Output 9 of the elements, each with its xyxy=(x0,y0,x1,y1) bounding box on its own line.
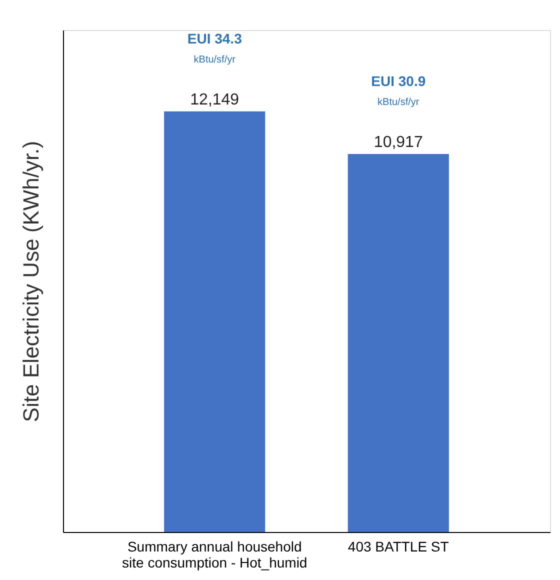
y-axis-title: Site Electricity Use (KWh/yr.) xyxy=(18,140,44,422)
x-tick-label: 403 BATTLE ST xyxy=(348,538,450,554)
data-label: 12,149 xyxy=(190,91,240,108)
data-label: 10,917 xyxy=(374,134,423,152)
annotation: kBtu/sf/yr xyxy=(194,54,236,66)
annotation: EUI 30.9 xyxy=(371,73,426,90)
annotation: kBtu/sf/yr xyxy=(378,97,420,108)
annotation: EUI 34.3 xyxy=(187,30,242,46)
x-tick-label: Summary annual household site consumption - Hot_humid xyxy=(122,538,308,570)
